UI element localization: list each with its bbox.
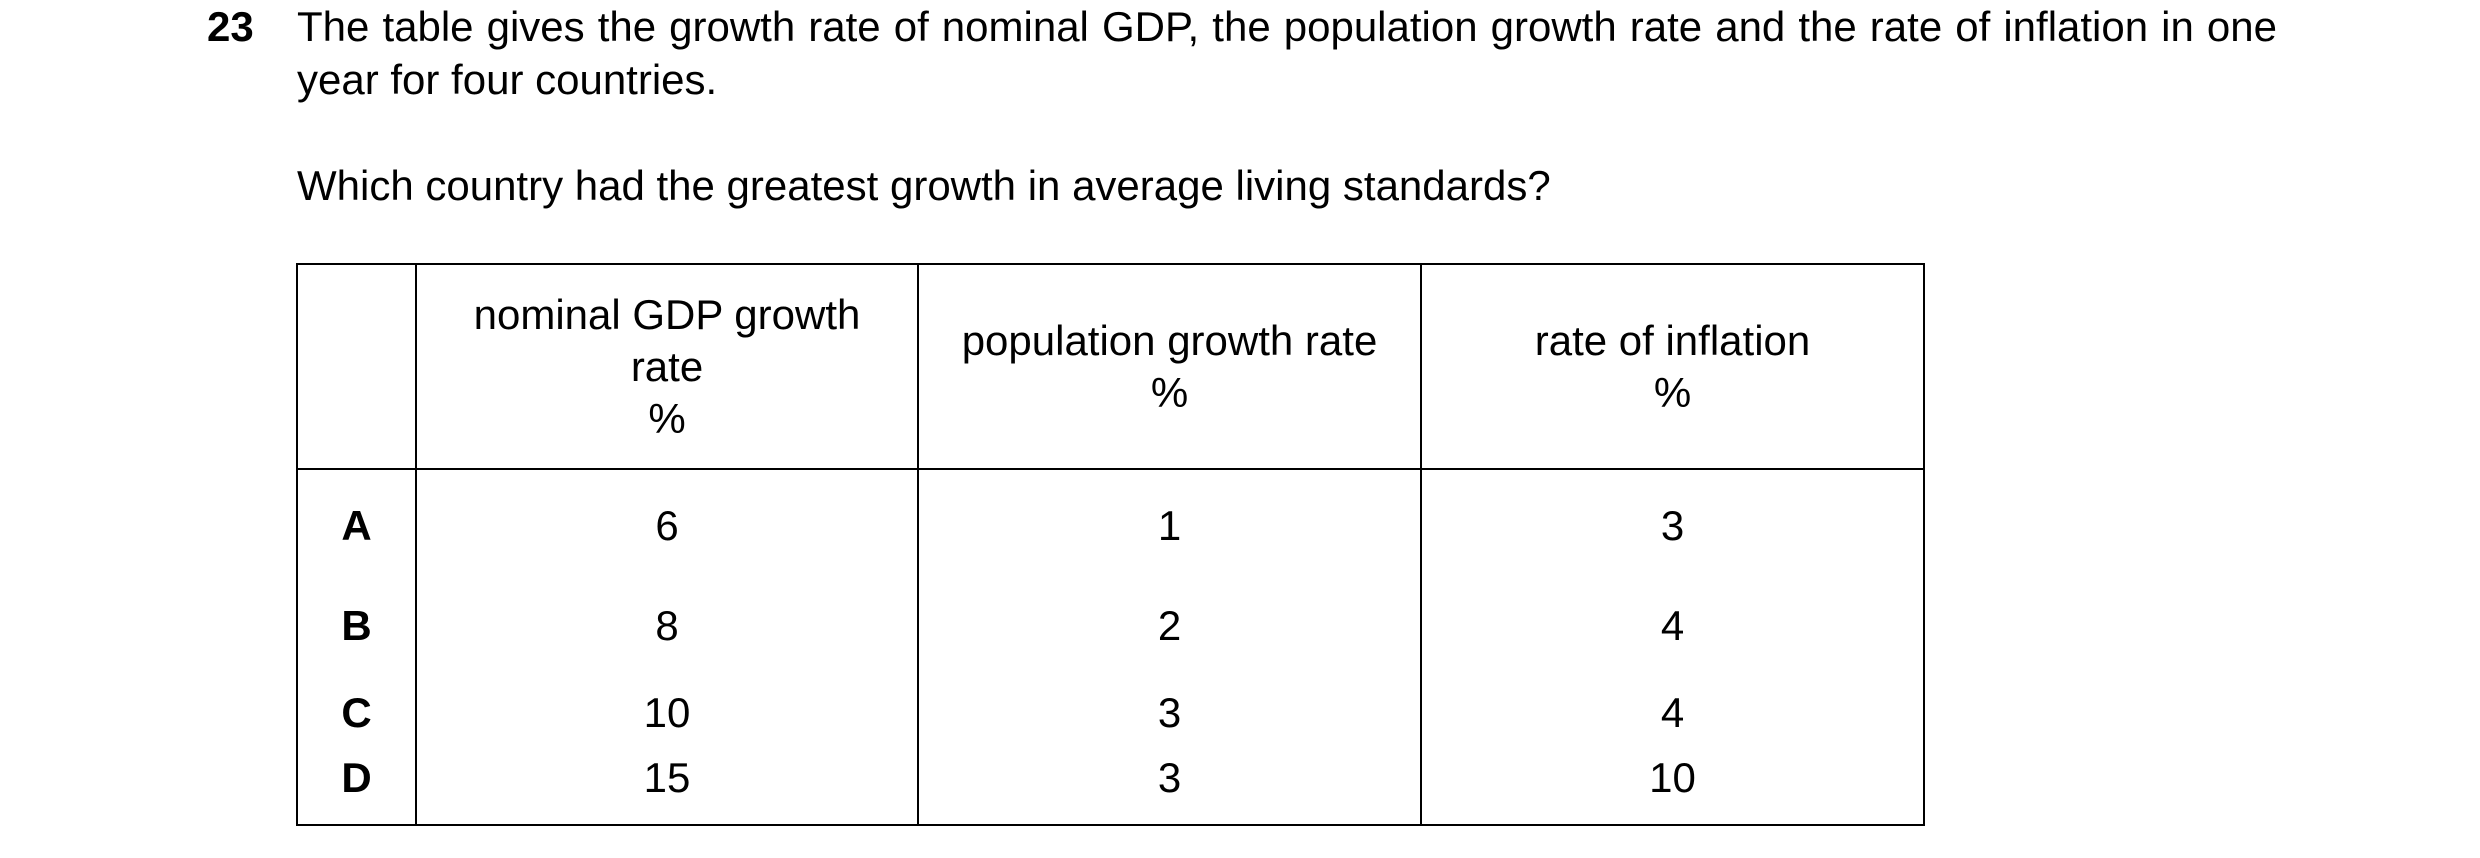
nominal-gdp-cell: 6 xyxy=(415,469,919,582)
table-row: B 8 2 4 xyxy=(296,582,1925,669)
header-line: nominal GDP growth xyxy=(473,290,861,338)
header-line: % xyxy=(1653,368,1692,416)
inflation-cell: 3 xyxy=(1420,469,1925,582)
row-label: C xyxy=(296,669,417,756)
header-line: rate xyxy=(630,342,704,390)
question-prompt: Which country had the greatest growth in… xyxy=(297,162,1551,209)
nominal-gdp-cell: 15 xyxy=(415,756,919,826)
row-label: D xyxy=(296,756,417,826)
header-line: % xyxy=(648,394,686,442)
population-growth-cell: 2 xyxy=(917,582,1422,669)
table-header-row: nominal GDP growth rate % population gro… xyxy=(296,263,1925,470)
header-nominal-gdp-growth: nominal GDP growth rate % xyxy=(415,263,919,470)
table-row: C 10 3 4 xyxy=(296,669,1925,756)
question-stem: The table gives the growth rate of nomin… xyxy=(297,3,2277,103)
population-growth-cell: 3 xyxy=(917,669,1422,756)
inflation-cell: 4 xyxy=(1420,669,1925,756)
nominal-gdp-cell: 8 xyxy=(415,582,919,669)
nominal-gdp-cell: 10 xyxy=(415,669,919,756)
header-line: population growth rate xyxy=(961,316,1378,364)
row-label: B xyxy=(296,582,417,669)
table-row: D 15 3 10 xyxy=(296,756,1925,826)
header-blank-cell xyxy=(296,263,417,470)
header-inflation: rate of inflation % xyxy=(1420,263,1925,470)
header-line: % xyxy=(1150,368,1189,416)
header-line: rate of inflation xyxy=(1534,316,1811,364)
population-growth-cell: 1 xyxy=(917,469,1422,582)
data-table: nominal GDP growth rate % population gro… xyxy=(296,263,1925,826)
population-growth-cell: 3 xyxy=(917,756,1422,826)
inflation-cell: 4 xyxy=(1420,582,1925,669)
inflation-cell: 10 xyxy=(1420,756,1925,826)
table-row: A 6 1 3 xyxy=(296,469,1925,582)
header-population-growth: population growth rate % xyxy=(917,263,1422,470)
question-number: 23 xyxy=(207,3,254,50)
row-label: A xyxy=(296,469,417,582)
